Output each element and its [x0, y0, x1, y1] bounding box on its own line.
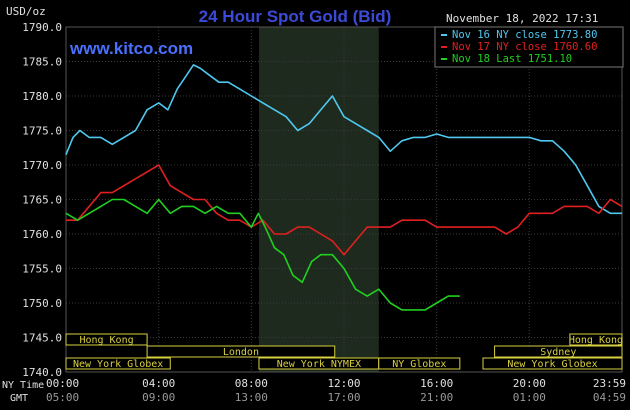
x-tick-label-gmt: 21:00: [420, 391, 453, 404]
gmt-label: GMT: [10, 393, 28, 404]
y-tick-label: 1760.0: [22, 228, 62, 241]
x-tick-label-gmt: 09:00: [142, 391, 175, 404]
session-label: NY Globex: [392, 359, 446, 370]
legend-swatch-nov18: [441, 58, 447, 60]
y-tick-label: 1755.0: [22, 263, 62, 276]
x-tick-label-ny: 08:00: [235, 377, 268, 390]
session-label: Hong Kong: [79, 335, 133, 346]
x-tick-label-ny: 20:00: [513, 377, 546, 390]
y-tick-label: 1765.0: [22, 194, 62, 207]
currency-label: USD/oz: [6, 5, 46, 18]
session-bar: [65, 357, 171, 370]
y-tick-label: 1745.0: [22, 332, 62, 345]
session-label: New York Globex: [73, 359, 163, 370]
session-bar: [378, 357, 461, 370]
plot-frame: [65, 26, 623, 373]
session-label: Hong Kong: [569, 335, 623, 346]
session-bar: [65, 333, 148, 346]
y-tick-label: 1750.0: [22, 297, 62, 310]
legend-swatch-nov17: [441, 46, 447, 48]
x-tick-label-gmt: 17:00: [327, 391, 360, 404]
session-label: Sydney: [540, 347, 576, 358]
y-tick-label: 1785.0: [22, 56, 62, 69]
session-bar: [146, 345, 336, 358]
y-tick-label: 1775.0: [22, 125, 62, 138]
grid-lines: [65, 26, 623, 373]
session-label: New York NYMEX: [277, 359, 361, 370]
legend: Nov 16 NY close 1773.80 Nov 17 NY close …: [434, 26, 624, 68]
timestamp: November 18, 2022 17:31: [446, 12, 598, 25]
y-tick-label: 1780.0: [22, 90, 62, 103]
y-tick-label: 1770.0: [22, 159, 62, 172]
session-bar: [569, 333, 623, 346]
x-tick-label-gmt: 13:00: [235, 391, 268, 404]
x-tick-label-ny: 04:00: [142, 377, 175, 390]
x-tick-label-ny: 16:00: [420, 377, 453, 390]
x-tick-label-ny: 12:00: [327, 377, 360, 390]
y-axis-ticks: 1740.0 1745.0 1750.0 1755.0 1760.0 1765.0 1770…: [22, 21, 62, 379]
series-line-0: [65, 64, 622, 215]
x-tick-label-ny: 23:59: [593, 377, 626, 390]
y-tick-label: 1740.0: [22, 366, 62, 379]
legend-item-nov16: Nov 16 NY close 1773.80: [452, 29, 597, 41]
session-bar: [494, 345, 623, 358]
series-line-1: [66, 164, 623, 256]
legend-item-nov17: Nov 17 NY close 1760.60: [452, 41, 597, 53]
x-tick-label-gmt: 01:00: [513, 391, 546, 404]
legend-swatch-nov16: [441, 34, 447, 36]
watermark-url: www.kitco.com: [69, 39, 193, 58]
session-label: New York Globex: [507, 359, 597, 370]
x-tick-label-gmt: 05:00: [46, 391, 79, 404]
session-bar: [482, 357, 623, 370]
price-series: [65, 64, 623, 311]
legend-item-nov18: Nov 18 Last 1751.10: [452, 53, 572, 65]
ny-time-label: NY Time: [2, 380, 44, 391]
chart-title: 24 Hour Spot Gold (Bid): [199, 7, 392, 26]
x-tick-label-gmt: 04:59: [593, 391, 626, 404]
session-label: London: [223, 347, 259, 358]
x-tick-label-ny: 00:00: [46, 377, 79, 390]
series-line-2: [65, 198, 460, 311]
y-tick-label: 1790.0: [22, 21, 62, 34]
